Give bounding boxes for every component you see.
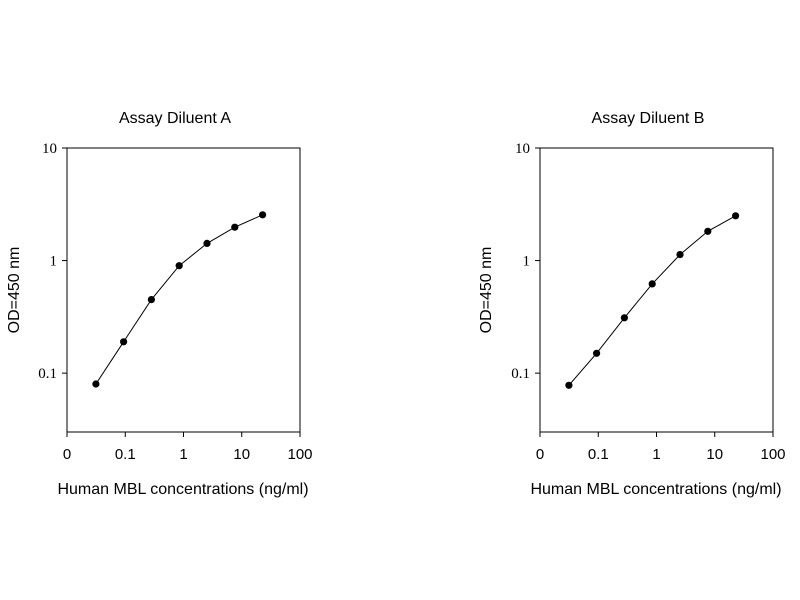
chart-title: Assay Diluent B	[592, 110, 705, 127]
x-tick-label: 0.1	[588, 446, 609, 463]
y-tick-label: 0.1	[511, 366, 530, 382]
x-tick-label: 100	[287, 446, 312, 463]
chart-panel-b: Assay Diluent B OD=450 nm Human MBL conc…	[478, 110, 786, 498]
data-point	[565, 381, 573, 389]
y-tick-label: 1	[50, 254, 58, 270]
data-point	[704, 227, 712, 235]
x-tick-label: 1	[652, 446, 660, 463]
y-tick-label: 10	[515, 141, 530, 157]
data-marks	[565, 212, 740, 389]
data-point	[175, 262, 183, 270]
y-tick-label: 1	[523, 254, 531, 270]
x-axis-label: Human MBL concentrations (ng/ml)	[57, 481, 308, 498]
data-point	[231, 223, 239, 231]
data-point	[92, 380, 100, 388]
y-axis-label: OD=450 nm	[478, 247, 495, 334]
y-tick-label: 10	[42, 141, 57, 157]
axis-ticks: 0 0.1 1 10 100 10 1 0.1	[38, 141, 312, 463]
y-tick-label: 0.1	[38, 366, 57, 382]
x-tick-label: 0.1	[115, 446, 136, 463]
x-tick-label: 10	[706, 446, 723, 463]
x-tick-label: 0	[63, 446, 71, 463]
series-line	[568, 215, 736, 386]
data-point	[120, 338, 128, 346]
x-tick-label: 1	[179, 446, 187, 463]
y-axis-label: OD=450 nm	[6, 247, 23, 334]
data-point	[676, 251, 684, 259]
x-tick-label: 10	[233, 446, 250, 463]
data-point	[620, 314, 629, 322]
x-tick-label: 0	[536, 446, 544, 463]
plot-frame	[66, 147, 301, 433]
data-point	[593, 349, 601, 357]
data-point	[147, 296, 155, 304]
axis-ticks: 0 0.1 1 10 100 10 1 0.1	[511, 141, 785, 463]
chart-title: Assay Diluent A	[119, 110, 231, 127]
data-point	[732, 212, 740, 220]
data-marks	[92, 211, 267, 388]
data-point	[203, 239, 211, 247]
x-axis-label: Human MBL concentrations (ng/ml)	[530, 481, 781, 498]
chart-panel-a: Assay Diluent A OD=450 nm Human MBL conc…	[6, 110, 313, 498]
plot-frame	[539, 147, 774, 433]
data-point	[648, 280, 656, 288]
data-point	[259, 211, 267, 219]
x-tick-label: 100	[760, 446, 785, 463]
series-line	[95, 214, 263, 385]
